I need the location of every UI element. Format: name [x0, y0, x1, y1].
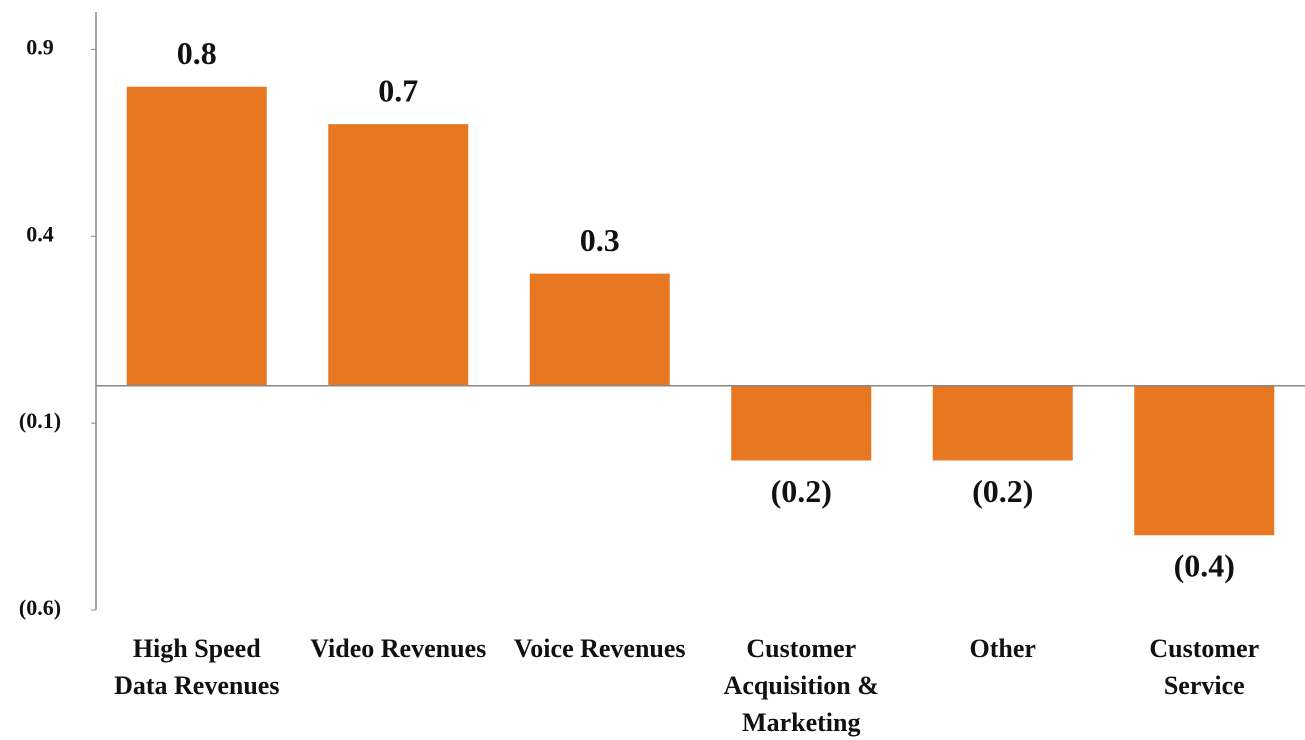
- value-label: (0.4): [1174, 548, 1235, 584]
- x-tick-label: Voice Revenues: [513, 634, 686, 663]
- bar: [932, 385, 1073, 461]
- value-label: 0.7: [378, 72, 418, 108]
- bar: [731, 385, 872, 461]
- value-label: (0.2): [771, 473, 832, 509]
- value-label: 0.8: [177, 35, 217, 71]
- y-tick-label: (0.6): [19, 595, 61, 620]
- bar: [529, 273, 670, 386]
- bar: [126, 86, 267, 386]
- x-tick-label: High Speed Data Revenues: [114, 634, 280, 700]
- y-tick-label: (0.1): [19, 408, 61, 433]
- x-tick-label: Customer Acquisition & Marketing: [723, 634, 879, 737]
- y-tick-label: 0.4: [26, 221, 54, 246]
- bar: [1134, 385, 1275, 536]
- bar: [328, 124, 469, 386]
- x-tick-label: Customer Service: [1149, 634, 1260, 700]
- value-label: 0.3: [580, 222, 620, 258]
- x-tick-label: Other: [969, 634, 1036, 663]
- y-tick-label: 0.9: [26, 34, 54, 59]
- value-label: (0.2): [972, 473, 1033, 509]
- x-tick-label: Video Revenues: [310, 634, 487, 663]
